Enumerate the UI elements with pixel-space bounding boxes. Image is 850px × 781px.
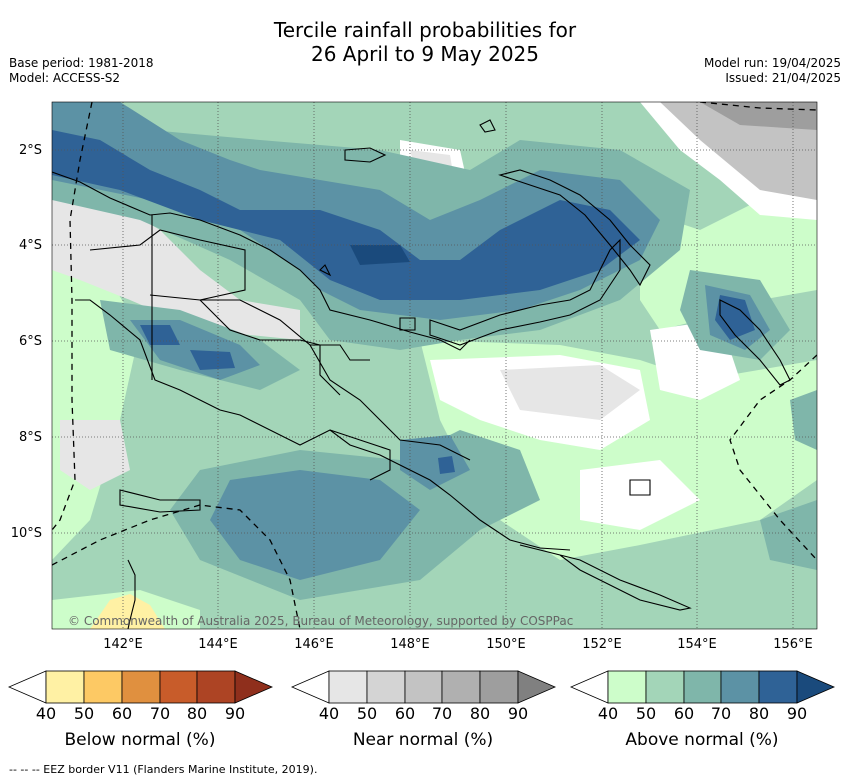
field-80-south bbox=[210, 470, 420, 580]
cbar-near-tick-90: 90 bbox=[507, 704, 529, 723]
graticule bbox=[52, 102, 817, 629]
cbar-near-tick-80: 80 bbox=[469, 704, 491, 723]
cbar-above-low-arrow bbox=[569, 670, 609, 704]
cbar-below-tick-70: 70 bbox=[149, 704, 171, 723]
cbar-below-tick-50: 50 bbox=[73, 704, 95, 723]
map-title: Tercile rainfall probabilities for 26 Ap… bbox=[0, 18, 850, 66]
cbar-below-tick-60: 60 bbox=[111, 704, 133, 723]
lon-tick-144e: 144°E bbox=[198, 637, 238, 652]
model-run: Model run: 19/04/2025 bbox=[703, 56, 841, 70]
cbar-near-high-arrow bbox=[517, 670, 557, 704]
colorbar-near bbox=[290, 670, 557, 704]
cbar-near-tick-70: 70 bbox=[431, 704, 453, 723]
lat-tick-2s: 2°S bbox=[18, 143, 42, 158]
lat-tick-10s: 10°S bbox=[10, 526, 42, 541]
model-name: Model: ACCESS-S2 bbox=[9, 71, 121, 85]
cbar-below-label: Below normal (%) bbox=[64, 730, 216, 750]
base-period: Base period: 1981-2018 bbox=[9, 56, 154, 70]
cbar-above-tick-90: 90 bbox=[786, 704, 808, 723]
cbar-below-tick-80: 80 bbox=[186, 704, 208, 723]
cbar-above-label: Above normal (%) bbox=[625, 730, 779, 750]
lat-tick-6s: 6°S bbox=[18, 334, 42, 349]
colorbar-below bbox=[7, 670, 274, 704]
field-grey-sw bbox=[60, 420, 130, 490]
cbar-above-80-90 bbox=[758, 670, 798, 704]
cbar-below-high-arrow bbox=[234, 670, 274, 704]
cbar-below-50-60 bbox=[83, 670, 123, 704]
eez-footnote: -- -- -- EEZ border V11 (Flanders Marine… bbox=[9, 763, 318, 776]
field-80-center bbox=[400, 435, 470, 490]
cbar-below-70-80 bbox=[159, 670, 198, 704]
lon-tick-142e: 142°E bbox=[103, 637, 143, 652]
cbar-near-low-arrow bbox=[290, 670, 330, 704]
field-below-yellow bbox=[90, 594, 165, 629]
lon-tick-150e: 150°E bbox=[486, 637, 526, 652]
cbar-near-70-80 bbox=[441, 670, 481, 704]
cbar-below-60-70 bbox=[121, 670, 161, 704]
cbar-above-tick-80: 80 bbox=[748, 704, 770, 723]
field-90-north bbox=[52, 130, 640, 300]
map-frame bbox=[51, 101, 818, 630]
field-70-se bbox=[760, 500, 817, 570]
field-90-west bbox=[140, 325, 180, 345]
lon-tick-156e: 156°E bbox=[773, 637, 813, 652]
field-90-west-2 bbox=[190, 350, 235, 370]
field-90-center bbox=[438, 456, 455, 474]
cbar-near-label: Near normal (%) bbox=[352, 730, 494, 750]
field-90-east bbox=[715, 295, 755, 340]
cbar-below-tick-90: 90 bbox=[224, 704, 246, 723]
cbar-above-50-60 bbox=[645, 670, 685, 704]
cbar-above-tick-60: 60 bbox=[673, 704, 695, 723]
meta-left: Base period: 1981-2018 Model: ACCESS-S2 bbox=[9, 56, 154, 86]
cbar-near-80-90 bbox=[479, 670, 519, 704]
cbar-near-tick-40: 40 bbox=[318, 704, 340, 723]
coastlines bbox=[52, 119, 791, 629]
meta-right: Model run: 19/04/2025 Issued: 21/04/2025 bbox=[704, 56, 841, 86]
cbar-near-40-50 bbox=[328, 670, 368, 704]
cbar-above-high-arrow bbox=[796, 670, 836, 704]
cbar-above-tick-40: 40 bbox=[597, 704, 619, 723]
lon-tick-154e: 154°E bbox=[677, 637, 717, 652]
cbar-below-80-90 bbox=[196, 670, 236, 704]
cbar-above-60-70 bbox=[683, 670, 722, 704]
cbar-near-60-70 bbox=[404, 670, 443, 704]
cbar-near-tick-60: 60 bbox=[394, 704, 416, 723]
cbar-below-40-50 bbox=[45, 670, 85, 704]
title-line-2: 26 April to 9 May 2025 bbox=[311, 42, 539, 66]
field-grey-west bbox=[52, 190, 300, 340]
cbar-above-70-80 bbox=[720, 670, 760, 704]
cbar-below-low-arrow bbox=[7, 670, 47, 704]
issued-date: Issued: 21/04/2025 bbox=[725, 71, 841, 85]
copyright-notice: © Commonwealth of Australia 2025, Bureau… bbox=[68, 614, 574, 628]
probability-field bbox=[52, 102, 817, 629]
field-90plus-core bbox=[350, 245, 410, 265]
lon-tick-146e: 146°E bbox=[294, 637, 334, 652]
cbar-below-tick-40: 40 bbox=[35, 704, 57, 723]
lat-tick-4s: 4°S bbox=[18, 238, 42, 253]
cbar-above-40-50 bbox=[607, 670, 647, 704]
colorbar-above bbox=[569, 670, 836, 704]
cbar-near-50-60 bbox=[366, 670, 406, 704]
cbar-near-tick-50: 50 bbox=[356, 704, 378, 723]
lat-tick-8s: 8°S bbox=[18, 430, 42, 445]
eez-borders bbox=[52, 102, 817, 629]
lon-tick-148e: 148°E bbox=[390, 637, 430, 652]
field-70-east-edge bbox=[790, 390, 817, 450]
title-line-1: Tercile rainfall probabilities for bbox=[273, 18, 577, 42]
lon-tick-152e: 152°E bbox=[582, 637, 622, 652]
field-grey-center bbox=[500, 365, 640, 420]
cbar-above-tick-70: 70 bbox=[710, 704, 732, 723]
cbar-above-tick-50: 50 bbox=[635, 704, 657, 723]
